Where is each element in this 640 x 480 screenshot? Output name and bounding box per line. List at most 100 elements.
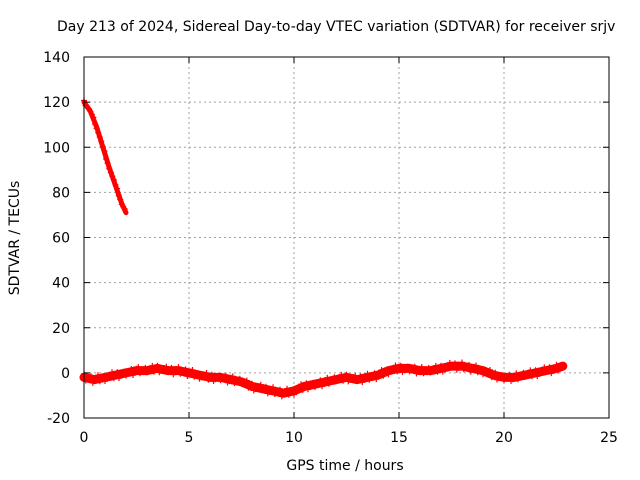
data-point <box>131 369 138 376</box>
data-point <box>357 373 364 380</box>
data-point <box>546 364 553 371</box>
data-point <box>553 361 560 368</box>
data-point <box>103 156 110 162</box>
data-point <box>284 385 290 392</box>
x-tick-label: 15 <box>390 430 408 446</box>
y-tick-label: 60 <box>52 231 70 247</box>
data-point <box>194 370 201 377</box>
data-point <box>268 387 275 394</box>
data-point <box>418 364 425 370</box>
data-point <box>98 138 105 145</box>
x-axis-label: GPS time / hours <box>286 458 403 474</box>
data-point <box>101 148 108 155</box>
data-point <box>100 373 107 380</box>
data-point <box>110 176 117 183</box>
x-tick-label: 10 <box>285 430 303 446</box>
data-point <box>467 368 474 375</box>
x-tick-label: 0 <box>80 430 89 446</box>
data-point <box>222 372 229 379</box>
data-point <box>95 129 102 136</box>
data-point <box>371 370 378 377</box>
data-point <box>324 374 331 381</box>
y-tick-label: 0 <box>61 366 70 382</box>
y-tick-label: 100 <box>43 140 70 156</box>
data-point <box>320 381 327 388</box>
data-point <box>121 368 128 375</box>
data-point <box>229 373 236 380</box>
data-point <box>411 363 418 370</box>
data-point <box>115 192 122 199</box>
data-point <box>310 379 317 386</box>
data-point <box>299 386 306 393</box>
data-point <box>149 362 156 369</box>
data-point <box>506 371 513 378</box>
grid <box>84 57 609 418</box>
data-point <box>317 377 324 384</box>
data-point <box>487 367 493 373</box>
data-point <box>298 381 304 388</box>
data-point <box>87 108 94 115</box>
data-point <box>478 366 485 373</box>
data-point <box>175 364 182 370</box>
data-point <box>492 369 499 376</box>
data-point <box>415 369 422 375</box>
data-point <box>263 383 269 390</box>
data-point <box>89 379 96 386</box>
data-point <box>249 380 255 387</box>
data-point <box>527 367 534 374</box>
data-point <box>135 364 142 370</box>
data-point <box>364 370 371 377</box>
data-point <box>184 373 191 380</box>
data-point <box>378 367 385 373</box>
data-point <box>117 196 124 203</box>
data-point <box>99 143 106 150</box>
data-point <box>88 111 95 118</box>
data-point <box>520 369 527 376</box>
data-point <box>473 362 479 369</box>
data-point <box>203 370 210 376</box>
data-point <box>114 185 121 192</box>
data-point <box>404 363 411 370</box>
data-point <box>558 362 565 369</box>
data-point <box>289 387 296 394</box>
x-tick-label: 20 <box>495 430 513 446</box>
data-point <box>397 362 404 369</box>
y-tick-label: 120 <box>43 95 70 111</box>
data-point <box>425 364 432 371</box>
data-point <box>208 371 215 378</box>
data-point <box>236 375 243 382</box>
data-point <box>303 380 310 387</box>
data-point <box>114 369 121 376</box>
data-point <box>173 367 180 374</box>
data-point <box>90 114 97 121</box>
data-point <box>92 121 98 128</box>
data-point <box>109 173 116 180</box>
data-point <box>457 363 464 370</box>
data-point <box>509 376 516 383</box>
data-point <box>432 362 439 369</box>
data-point <box>109 369 115 376</box>
data-point <box>95 372 101 379</box>
data-point <box>446 359 453 366</box>
data-point <box>182 366 189 373</box>
data-point <box>205 376 212 383</box>
axis-ticks: 0 5 10 15 20 25 -20 0 20 40 60 80 100 120 140 <box>43 50 618 446</box>
data-point <box>278 393 285 400</box>
data-point <box>96 134 103 141</box>
data-point <box>112 181 119 188</box>
data-point <box>530 371 537 378</box>
data-point <box>338 371 345 378</box>
data-point <box>436 366 443 373</box>
data-point <box>257 381 264 388</box>
y-tick-label: 40 <box>52 276 70 292</box>
data-point <box>88 373 94 380</box>
data-point <box>466 361 472 368</box>
data-point <box>270 384 276 391</box>
data-point <box>93 125 100 132</box>
data-point <box>163 363 170 370</box>
data-point <box>373 376 380 383</box>
data-point <box>341 375 348 382</box>
y-tick-label: -20 <box>47 411 70 427</box>
data-point <box>226 378 233 385</box>
